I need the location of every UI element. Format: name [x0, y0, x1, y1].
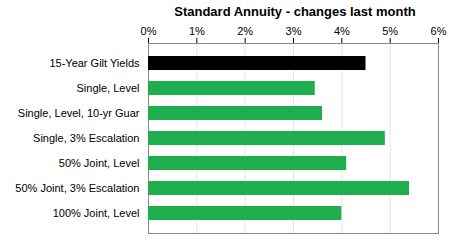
html-text:Standard Annuity - changes las: Standard Annuity - changes last month: [174, 4, 416, 19]
svg-text:5%: 5%: [382, 25, 398, 37]
svg-text:6%: 6%: [431, 25, 447, 37]
svg-text:Single, 3% Escalation: Single, 3% Escalation: [33, 132, 139, 144]
svg-text:15-Year Gilt Yields: 15-Year Gilt Yields: [49, 57, 140, 69]
svg-text:Single, Level, 10-yr Guar: Single, Level, 10-yr Guar: [18, 107, 140, 119]
svg-text:50% Joint, Level: 50% Joint, Level: [59, 157, 140, 169]
svg-text:4%: 4%: [334, 25, 350, 37]
svg-text:50% Joint, 3% Escalation: 50% Joint, 3% Escalation: [15, 182, 139, 194]
svg-text:3%: 3%: [286, 25, 302, 37]
svg-text:2%: 2%: [237, 25, 253, 37]
svg-text:1%: 1%: [189, 25, 205, 37]
svg-text:100% Joint, Level: 100% Joint, Level: [53, 207, 140, 219]
svg-text:0%: 0%: [141, 25, 157, 37]
svg-text:Single, Level: Single, Level: [77, 82, 140, 94]
